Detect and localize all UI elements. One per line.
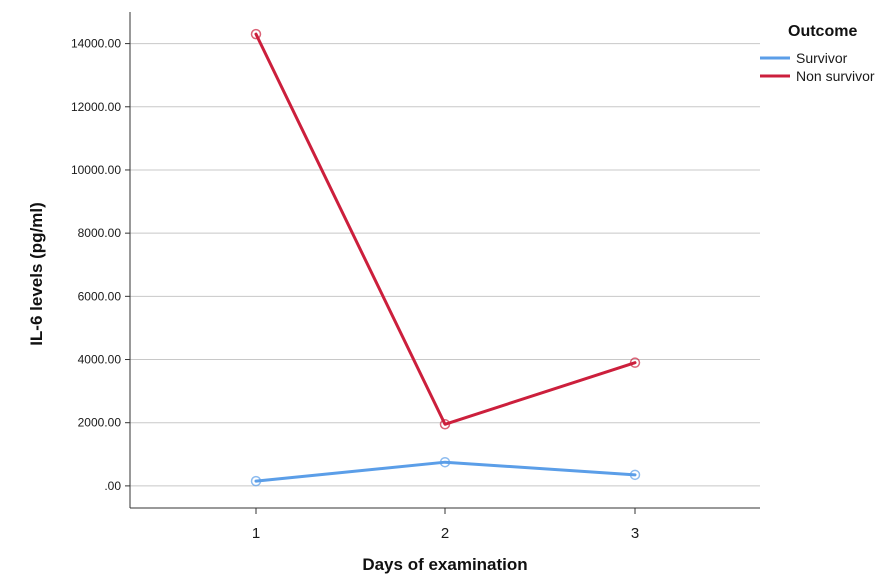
series-line-1 [254,460,637,483]
y-tick-label: 8000.00 [78,226,122,240]
legend-title: Outcome [788,23,857,40]
series-line-2 [254,32,637,426]
y-tick-label: 4000.00 [78,353,122,367]
data-point [439,456,451,468]
data-point [250,475,262,487]
data-point [250,28,262,40]
y-axis-title: IL-6 levels (pg/ml) [27,202,46,346]
y-axis-ticks: .00 2000.00 4000.00 6000.00 8000.00 10000.00 1… [71,37,130,493]
x-tick-label: 2 [441,525,449,542]
y-tick-label: 12000.00 [71,100,121,114]
legend-label: Non survivor [796,68,875,84]
data-point [439,419,451,430]
axes [129,12,760,509]
y-tick-label: .00 [104,479,121,493]
y-tick-label: 10000.00 [71,163,121,177]
x-axis-title: Days of examination [362,555,527,574]
data-point [629,469,641,481]
x-tick-label: 3 [631,525,639,542]
series-group [250,28,641,487]
gridlines [130,43,760,487]
legend-label: Survivor [796,50,848,66]
y-tick-label: 2000.00 [78,416,122,430]
legend: Outcome Survivor Non survivor [760,23,875,84]
data-point [629,357,641,368]
y-tick-label: 6000.00 [78,289,122,303]
x-axis-ticks: 1 2 3 [252,508,639,542]
y-tick-label: 14000.00 [71,37,121,51]
x-tick-label: 1 [252,525,260,542]
